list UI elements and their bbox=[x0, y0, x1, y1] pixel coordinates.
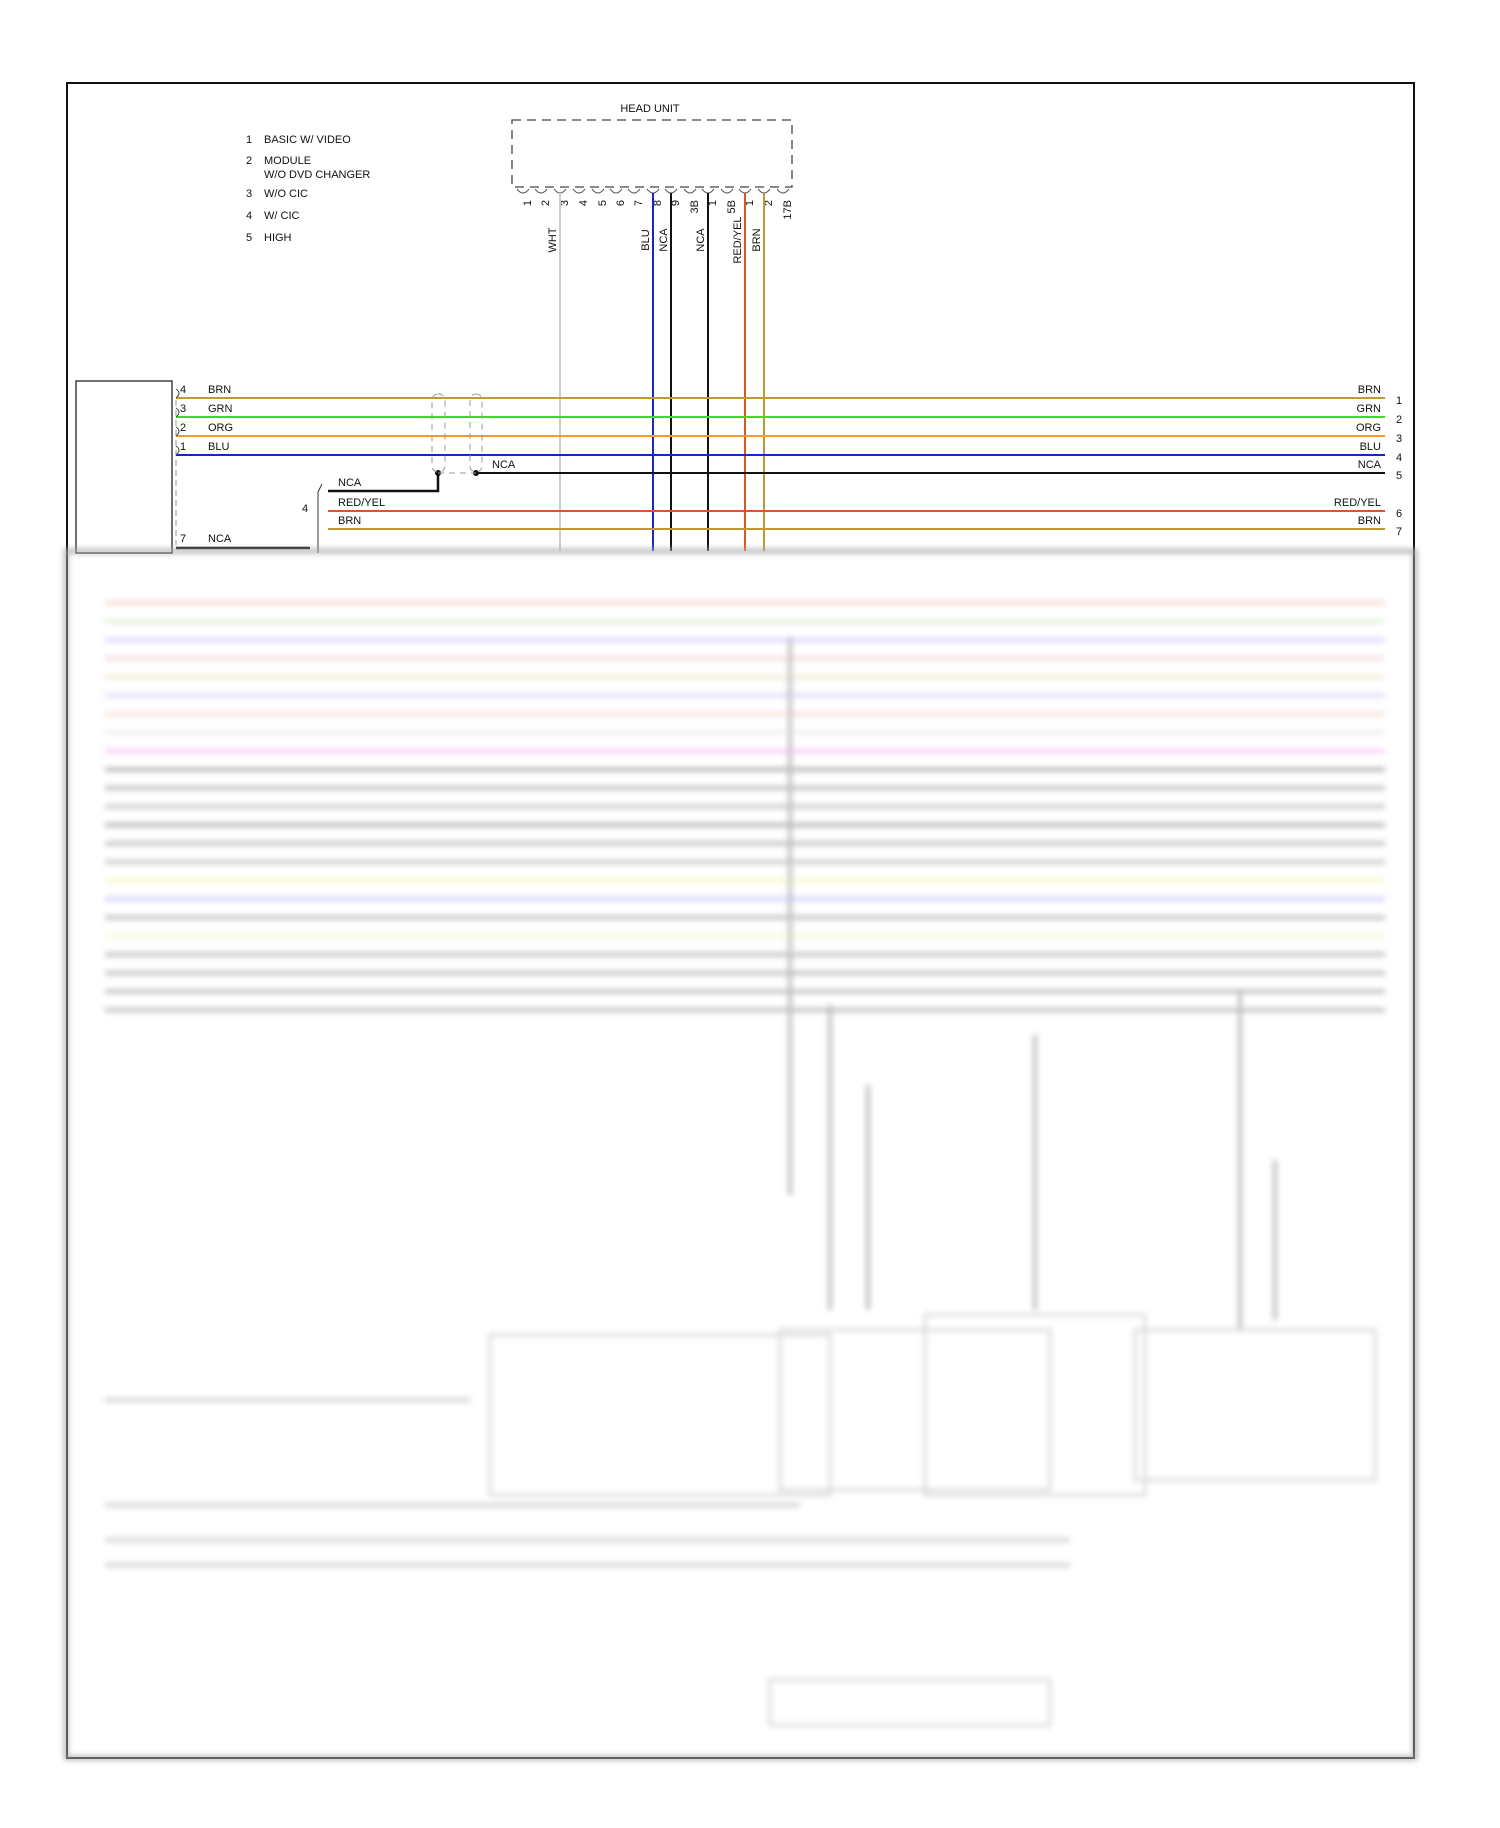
right-wire-label: BLU bbox=[1360, 441, 1381, 453]
connector-pin bbox=[175, 388, 180, 399]
blurred-lower-diagram bbox=[105, 601, 1385, 1727]
pin-socket bbox=[664, 188, 678, 194]
wire-label: BRN bbox=[338, 515, 361, 527]
left-pin-number: 1 bbox=[180, 441, 186, 453]
left-pin-number: 4 bbox=[180, 384, 186, 396]
legend-text: HIGH bbox=[264, 232, 292, 244]
pin-socket bbox=[534, 188, 548, 194]
pin-label: 6 bbox=[615, 200, 627, 206]
wire-bus: 4 BRN BRN 1 3 GRN GRN 2 2 ORG ORG 3 1 BLU BLU 4 NCA NCA 5 R… bbox=[175, 384, 1402, 553]
head-unit-box bbox=[511, 119, 793, 188]
pin-socket bbox=[646, 188, 660, 194]
pin-label: 7 bbox=[633, 200, 645, 206]
right-wire-label: NCA bbox=[1358, 459, 1382, 471]
connector-pin bbox=[175, 407, 180, 418]
left-wire-label: BLU bbox=[208, 441, 229, 453]
pin-label: 4 bbox=[578, 200, 590, 206]
pin-label: 17B bbox=[782, 200, 794, 220]
pin-label: 1 bbox=[744, 200, 756, 206]
pin-socket bbox=[720, 188, 734, 194]
left-wire-label: BRN bbox=[208, 384, 231, 396]
pin-socket bbox=[627, 188, 641, 194]
wire-label: BLU bbox=[640, 229, 652, 250]
legend-number: 5 bbox=[246, 232, 252, 244]
pin-socket bbox=[553, 188, 567, 194]
right-pin-number: 7 bbox=[1396, 526, 1402, 538]
legend-text: W/ CIC bbox=[264, 210, 299, 222]
pin-label: 3 bbox=[559, 200, 571, 206]
pin-socket bbox=[701, 188, 715, 194]
pin-socket bbox=[516, 188, 530, 194]
pin-label: 1 bbox=[522, 200, 534, 206]
pin-socket bbox=[591, 188, 605, 194]
wire-label: RED/YEL bbox=[338, 497, 385, 509]
pin-label: 9 bbox=[670, 200, 682, 206]
pin-label: 2 bbox=[540, 200, 552, 206]
right-wire-label: BRN bbox=[1358, 384, 1381, 396]
pin-label: 5 bbox=[597, 200, 609, 206]
pin-socket bbox=[776, 188, 790, 194]
legend: 1 BASIC W/ VIDEO 2 MODULE W/O DVD CHANGER 3 W/… bbox=[246, 134, 370, 244]
connector-pin bbox=[175, 426, 180, 437]
connector-pin bbox=[175, 445, 180, 456]
legend-text: W/O CIC bbox=[264, 188, 308, 200]
legend-number: 1 bbox=[246, 134, 252, 146]
wire-label: WHT bbox=[547, 227, 559, 252]
pin-socket bbox=[609, 188, 623, 194]
wire-label: RED/YEL bbox=[732, 216, 744, 263]
right-wire-label: BRN bbox=[1358, 515, 1381, 527]
legend-text: W/O DVD CHANGER bbox=[264, 169, 370, 181]
right-pin-number: 4 bbox=[1396, 452, 1402, 464]
left-module-box bbox=[75, 380, 173, 554]
pin-label: 2 bbox=[763, 200, 775, 206]
legend-number: 2 bbox=[246, 155, 252, 167]
pin-label: 5B bbox=[726, 200, 738, 213]
pin-label: 3B bbox=[689, 200, 701, 213]
right-pin-number: 6 bbox=[1396, 508, 1402, 520]
legend-number: 4 bbox=[246, 210, 252, 222]
right-pin-number: 1 bbox=[1396, 395, 1402, 407]
wire-label: NCA bbox=[338, 477, 362, 489]
blurred-component bbox=[488, 1333, 832, 1497]
left-wire-label: ORG bbox=[208, 422, 233, 434]
pin-label: 8 bbox=[652, 200, 664, 206]
legend-text: BASIC W/ VIDEO bbox=[264, 134, 351, 146]
pin-socket bbox=[683, 188, 697, 194]
blurred-component bbox=[923, 1313, 1147, 1497]
right-pin-number: 3 bbox=[1396, 433, 1402, 445]
pin-socket bbox=[757, 188, 771, 194]
legend-number: 3 bbox=[246, 188, 252, 200]
right-pin-number: 5 bbox=[1396, 470, 1402, 482]
left-wire-label: NCA bbox=[208, 533, 232, 545]
connector-4-bracket bbox=[317, 483, 323, 553]
left-wire-label: GRN bbox=[208, 403, 233, 415]
shield-icon bbox=[469, 393, 483, 473]
left-pin-number: 2 bbox=[180, 422, 186, 434]
wire-label: NCA bbox=[695, 228, 707, 252]
pin-socket bbox=[738, 188, 752, 194]
right-wire-label: RED/YEL bbox=[1334, 497, 1381, 509]
wire-nca-splice bbox=[328, 473, 440, 493]
blurred-component bbox=[778, 1328, 1052, 1492]
blurred-component bbox=[768, 1678, 1052, 1727]
connector-4-label: 4 bbox=[302, 503, 308, 515]
shield-icon bbox=[431, 393, 446, 473]
blur-frame bbox=[64, 549, 1417, 1760]
left-pin-number: 3 bbox=[180, 403, 186, 415]
wire-label: BRN bbox=[751, 228, 763, 251]
legend-text: MODULE bbox=[264, 155, 311, 167]
blurred-component bbox=[1133, 1328, 1377, 1482]
right-pin-number: 2 bbox=[1396, 414, 1402, 426]
pin-label: 1 bbox=[707, 200, 719, 206]
wire-label: NCA bbox=[658, 228, 670, 252]
wire-label: NCA bbox=[492, 459, 516, 471]
left-pin-number: 7 bbox=[180, 533, 186, 545]
right-wire-label: ORG bbox=[1356, 422, 1381, 434]
head-unit-title: HEAD UNIT bbox=[620, 103, 680, 115]
pin-socket bbox=[572, 188, 586, 194]
right-wire-label: GRN bbox=[1357, 403, 1382, 415]
